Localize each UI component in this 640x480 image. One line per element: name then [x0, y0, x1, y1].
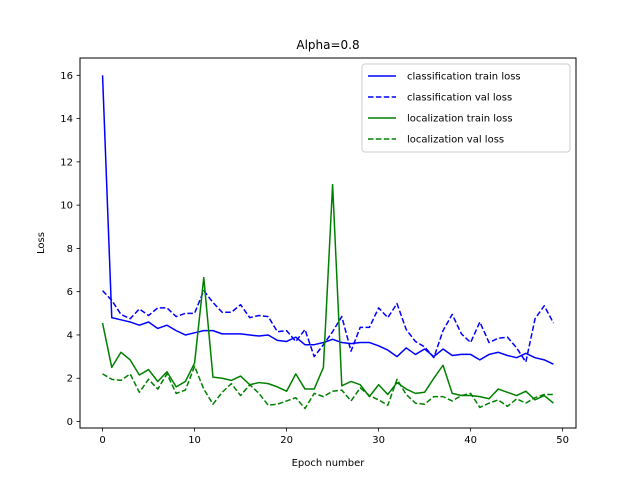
legend-label: localization train loss — [407, 114, 513, 125]
x-axis-label: Epoch number — [292, 458, 366, 469]
y-tick-label: 10 — [60, 201, 73, 212]
y-tick-label: 16 — [60, 71, 73, 82]
legend-label: classification val loss — [407, 93, 512, 104]
plot-area — [79, 57, 577, 429]
legend-label: localization val loss — [407, 135, 504, 146]
x-tick-label: 0 — [99, 435, 105, 446]
x-tick-label: 40 — [464, 435, 477, 446]
x-tick-label: 30 — [372, 435, 385, 446]
legend-label: classification train loss — [407, 72, 521, 83]
y-tick-label: 2 — [67, 374, 73, 385]
x-tick-label: 50 — [556, 435, 569, 446]
axes-frame — [79, 57, 577, 429]
y-tick-label: 8 — [67, 244, 73, 255]
chart-title: Alpha=0.8 — [296, 38, 359, 52]
x-tick-label: 20 — [280, 435, 293, 446]
y-tick-label: 0 — [67, 417, 73, 428]
series-line-3 — [101, 183, 554, 404]
y-tick-label: 4 — [67, 330, 73, 341]
y-axis: 0 2 4 6 8 10 12 14 16 — [60, 71, 80, 428]
legend: classification train loss classification … — [361, 63, 571, 153]
y-tick-label: 14 — [60, 114, 73, 125]
series-line-4 — [102, 365, 554, 410]
x-tick-label: 10 — [188, 435, 201, 446]
y-axis-label: Loss — [36, 232, 47, 254]
x-axis: 0 10 20 30 40 50 — [99, 428, 569, 446]
y-tick-label: 6 — [67, 287, 73, 298]
series-layer — [101, 75, 555, 410]
legend-box — [361, 63, 571, 153]
series-line-2 — [102, 289, 555, 363]
series-line-1 — [101, 75, 554, 365]
y-tick-label: 12 — [60, 157, 73, 168]
